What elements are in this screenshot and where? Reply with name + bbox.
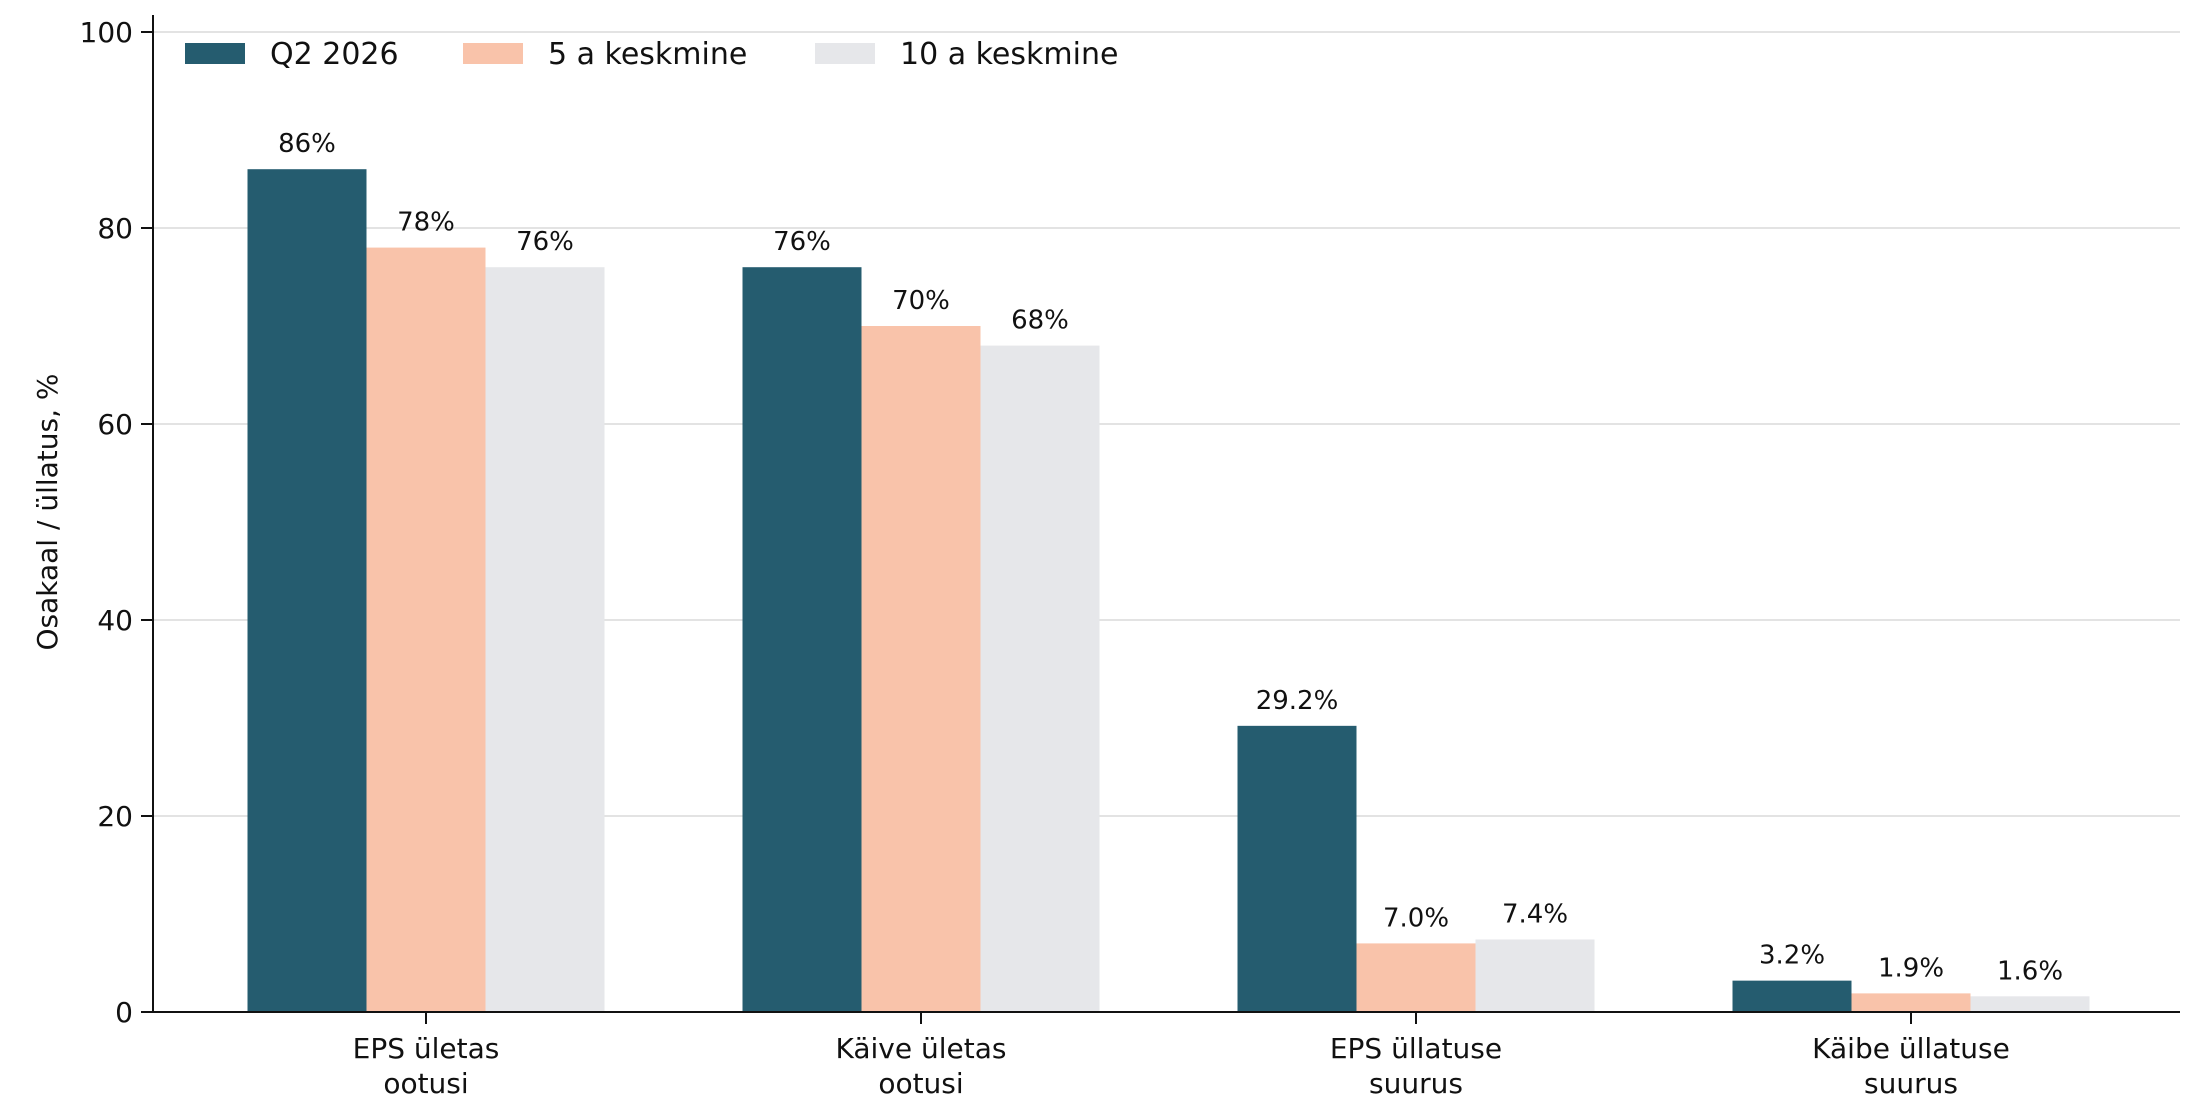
data-label: 1.9% [1878,953,1944,983]
y-tick-label: 20 [97,800,133,833]
x-tick-label: EPS ületas [353,1032,500,1065]
legend-label: 5 a keskmine [548,37,747,72]
x-tick-label: Käive ületas [836,1032,1007,1065]
bar [366,247,486,1013]
x-tick-label: EPS üllatuse [1330,1032,1502,1065]
legend-label: 10 a keskmine [900,37,1118,72]
legend: Q2 2026 5 a keskmine 10 a keskmine [185,37,1118,72]
x-tick-label: Käibe üllatuse [1812,1032,2010,1065]
data-label: 3.2% [1759,941,1825,971]
y-tick-label: 60 [97,408,133,441]
legend-swatch [815,43,875,64]
data-label: 68% [1011,306,1069,336]
y-tick-label: 0 [115,996,133,1029]
bar [247,169,367,1012]
bar [1237,725,1357,1012]
data-label: 76% [516,227,574,257]
bar [861,326,981,1012]
x-tick-label: suurus [1369,1067,1463,1100]
y-tick-label: 80 [97,212,133,245]
data-label: 86% [278,129,336,159]
bar [1851,993,1971,1012]
bar [1475,939,1595,1012]
bars [247,169,2090,1013]
data-label: 29.2% [1256,686,1339,716]
data-label: 7.0% [1383,903,1449,933]
legend-swatch [463,43,523,64]
data-label: 70% [892,286,950,316]
bar [1732,980,1852,1012]
legend-label: Q2 2026 [270,37,399,72]
legend-swatch [185,43,245,64]
data-label: 1.6% [1997,956,2063,986]
bar [485,267,605,1012]
bar [980,345,1100,1013]
bar [1356,943,1476,1012]
y-tick-label: 40 [97,604,133,637]
x-tick-label: suurus [1864,1067,1958,1100]
x-tick-label: ootusi [383,1067,468,1100]
data-labels: 86% 76% 29.2% 3.2% 78% 70% 7.0% 1.9% 76% 68% 7.4% 1… [278,129,2063,986]
bar [742,267,862,1012]
data-label: 78% [397,208,455,238]
data-label: 7.4% [1502,899,1568,929]
x-tick-label: ootusi [878,1067,963,1100]
data-label: 76% [773,227,831,257]
y-axis-title: Osakaal / üllatus, % [31,373,64,650]
y-tick-label: 100 [80,16,133,49]
bar [1970,996,2090,1012]
